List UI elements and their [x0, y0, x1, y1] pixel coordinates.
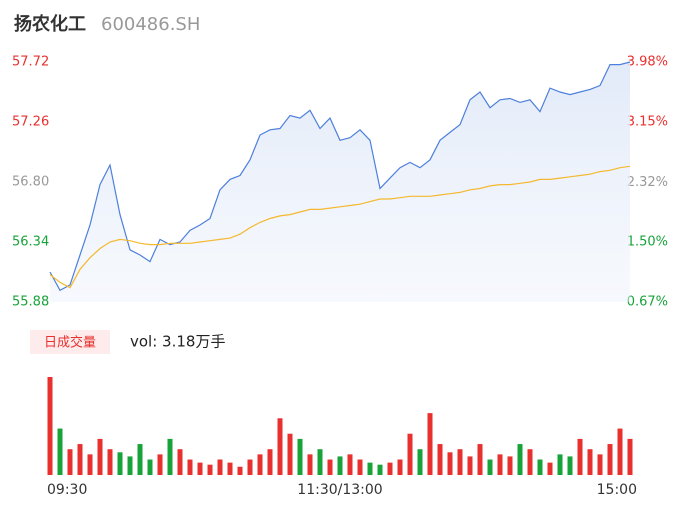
y-tick-label: 55.88 [12, 295, 49, 310]
volume-bar [247, 459, 253, 475]
x-tick-label: 09:30 [47, 482, 87, 498]
volume-bar [87, 454, 93, 475]
volume-bar [567, 456, 573, 475]
y-tick-label: 56.80 [12, 175, 49, 190]
y-tick-label: 56.34 [12, 235, 49, 250]
volume-bar [257, 454, 263, 475]
volume-bar [267, 449, 273, 475]
volume-bar [357, 459, 363, 475]
series-line [49, 165, 631, 289]
volume-bar [457, 449, 463, 475]
volume-bar [467, 456, 473, 475]
volume-bar [407, 433, 413, 475]
series-line [49, 61, 631, 292]
volume-bar [617, 428, 623, 475]
volume-bar [557, 454, 563, 475]
volume-bar [597, 454, 603, 475]
volume-bar [177, 449, 183, 475]
title: 扬农化工 [14, 13, 86, 35]
x-tick-label: 11:30/13:00 [297, 482, 382, 498]
volume-bar [587, 449, 593, 475]
y-tick-label: 57.26 [12, 115, 49, 130]
volume-bar [527, 449, 533, 475]
volume-bar [207, 464, 213, 475]
volume-bar [477, 444, 483, 475]
volume-bar [77, 444, 83, 475]
volume-bar [367, 462, 373, 475]
y2-tick-label: 2.32% [627, 175, 668, 190]
volume-bar [497, 454, 503, 475]
volume-bar [517, 444, 523, 475]
volume-bar [487, 459, 493, 475]
volume-bar [387, 462, 393, 475]
volume-bar [297, 438, 303, 475]
volume-bar [107, 449, 113, 475]
volume-bar [377, 464, 383, 475]
volume-bar [577, 438, 583, 475]
volume-bar [97, 438, 103, 475]
volume-bar [347, 454, 353, 475]
volume-bar [227, 462, 233, 475]
volume-label: vol: 3.18万手 [130, 333, 225, 351]
volume-bar [447, 452, 453, 475]
volume-bar [287, 433, 293, 475]
volume-bar [437, 444, 443, 475]
volume-bar [547, 462, 553, 475]
volume-bar [197, 462, 203, 475]
code: 600486.SH [101, 14, 200, 35]
volume-bar [47, 377, 53, 475]
volume-bar [427, 413, 433, 475]
volume-bar [277, 418, 283, 475]
volume-button[interactable]: 日成交量 [44, 335, 96, 351]
volume-bar [507, 456, 513, 475]
volume-bar [237, 466, 243, 475]
volume-bar [317, 449, 323, 475]
volume-bar [607, 444, 613, 475]
volume-bar [337, 456, 343, 475]
y2-tick-label: 1.50% [627, 234, 668, 249]
volume-bar [57, 428, 63, 475]
volume-bar [217, 459, 223, 475]
price-area [50, 62, 630, 302]
volume-bar [117, 452, 123, 475]
volume-bar [307, 454, 313, 475]
volume-bar [417, 449, 423, 475]
volume-bar [127, 456, 133, 475]
volume-bar [167, 438, 173, 475]
y2-tick-label: 3.98% [627, 55, 668, 70]
y-tick-label: 57.72 [12, 55, 49, 70]
volume-bar [67, 449, 73, 475]
y2-tick-label: 0.67% [627, 295, 668, 310]
volume-bar [327, 459, 333, 475]
volume-bar [147, 459, 153, 475]
volume-bar [627, 438, 633, 475]
x-tick-label: 15:00 [597, 482, 637, 498]
volume-bar [397, 459, 403, 475]
volume-bar [187, 459, 193, 475]
volume-bar [157, 454, 163, 475]
volume-bar [537, 459, 543, 475]
volume-button-bg[interactable] [30, 330, 110, 354]
y2-tick-label: 3.15% [627, 115, 668, 130]
volume-bar [137, 444, 143, 475]
